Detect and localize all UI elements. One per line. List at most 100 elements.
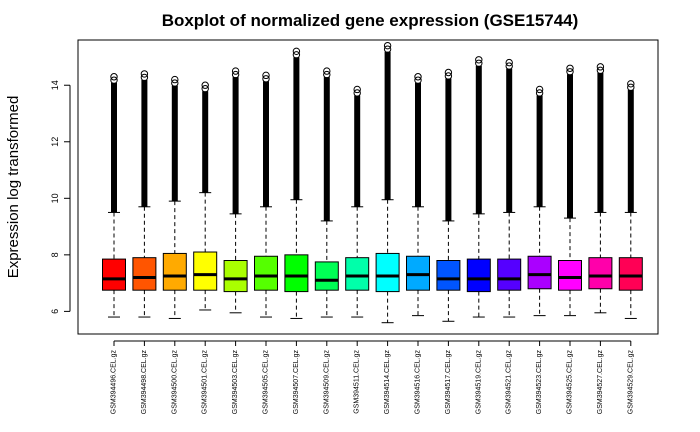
- outlier-point: [140, 70, 149, 78]
- box-body: [436, 260, 461, 291]
- outlier-point: [201, 81, 209, 89]
- outlier-point: [505, 58, 513, 67]
- box-GSM394527.CEL.gz: [588, 63, 613, 314]
- box-body: [527, 255, 552, 290]
- x-tick-label: GSM394501.CEL.gz: [202, 350, 209, 415]
- box-body: [375, 252, 400, 293]
- box-body: [466, 258, 491, 293]
- outlier-point: [414, 76, 422, 84]
- box-GSM394503.CEL.gz: [223, 67, 248, 314]
- box-GSM394516.CEL.gz: [406, 73, 430, 317]
- boxes-group: [102, 41, 643, 324]
- x-tick-label: GSM394498.CEL.gz: [141, 350, 148, 415]
- outlier-point: [444, 72, 453, 80]
- x-tick-label: GSM394521.CEL.gz: [506, 350, 513, 415]
- outlier-point: [627, 80, 635, 88]
- box-body: [497, 258, 522, 291]
- outlier-point: [231, 67, 240, 75]
- y-axis: 6 8 10 12 14: [50, 80, 71, 314]
- chart-title: Boxplot of normalized gene expression (G…: [162, 11, 579, 30]
- outlier-point: [292, 47, 301, 56]
- outlier-point: [201, 85, 209, 93]
- outlier-point: [171, 79, 179, 87]
- outlier-point: [353, 85, 361, 94]
- x-tick-label: GSM394527.CEL.gz: [597, 350, 604, 415]
- y-tick-label: 6: [50, 309, 60, 314]
- x-tick-label: GSM394516.CEL.gz: [415, 350, 422, 415]
- x-tick-label: GSM394503.CEL.gz: [232, 350, 239, 415]
- box-body: [162, 252, 187, 291]
- x-axis: GSM394496.CEL.gz GSM394498.CEL.gz GSM39450…: [111, 340, 634, 415]
- x-tick-label: GSM394519.CEL.gz: [475, 350, 482, 415]
- box-GSM394525.CEL.gz: [558, 64, 582, 317]
- box-GSM394498.CEL.gz: [132, 70, 157, 318]
- outlier-point: [231, 70, 240, 79]
- outlier-point: [262, 75, 270, 83]
- box-body: [102, 258, 126, 291]
- outlier-point: [444, 68, 453, 77]
- outlier-point: [566, 68, 574, 76]
- outlier-point: [383, 41, 392, 50]
- x-tick-label: GSM394507.CEL.gz: [293, 350, 300, 415]
- outlier-point: [627, 83, 635, 92]
- box-body: [314, 261, 339, 291]
- x-tick-label: GSM394500.CEL.gz: [171, 350, 178, 415]
- box-GSM394523.CEL.gz: [527, 85, 552, 317]
- outlier-point: [323, 70, 331, 79]
- plot-frame: [77, 39, 659, 335]
- outlier-point: [353, 89, 361, 97]
- box-GSM394529.CEL.gz: [618, 80, 643, 319]
- box-body: [132, 257, 157, 291]
- box-body: [223, 260, 248, 293]
- box-GSM394519.CEL.gz: [466, 56, 491, 318]
- x-tick-label: GSM394511.CEL.gz: [354, 350, 361, 414]
- outlier-point: [535, 89, 544, 97]
- outlier-point: [596, 63, 605, 71]
- outlier-point: [535, 85, 544, 94]
- outlier-point: [110, 76, 118, 84]
- outlier-point: [505, 62, 513, 70]
- outlier-point: [171, 75, 179, 84]
- y-tick-label: 10: [50, 193, 60, 203]
- box-GSM394514.CEL.gz: [375, 41, 400, 324]
- box-GSM394509.CEL.gz: [314, 67, 339, 318]
- x-tick-label: GSM394529.CEL.gz: [627, 350, 634, 415]
- outlier-point: [596, 66, 605, 75]
- x-tick-label: GSM394505.CEL.gz: [263, 350, 270, 415]
- box-body: [284, 254, 309, 293]
- x-tick-label: GSM394509.CEL.gz: [323, 350, 330, 415]
- box-GSM394505.CEL.gz: [254, 71, 278, 318]
- box-GSM394496.CEL.gz: [102, 73, 126, 318]
- box-GSM394511.CEL.gz: [345, 85, 370, 318]
- y-tick-label: 12: [50, 137, 60, 147]
- box-body: [558, 260, 582, 291]
- outlier-point: [292, 51, 301, 59]
- x-tick-label: GSM394525.CEL.gz: [567, 350, 574, 415]
- outlier-point: [323, 67, 331, 75]
- y-tick-label: 8: [50, 252, 60, 257]
- outlier-point: [475, 59, 483, 67]
- box-GSM394507.CEL.gz: [284, 47, 309, 319]
- outlier-point: [140, 73, 149, 82]
- y-tick-label: 14: [50, 80, 60, 90]
- x-tick-label: GSM394496.CEL.gz: [111, 350, 118, 415]
- outlier-point: [383, 45, 392, 53]
- outlier-point: [566, 64, 574, 72]
- box-GSM394501.CEL.gz: [193, 81, 218, 311]
- outlier-point: [110, 73, 118, 81]
- box-body: [588, 257, 613, 290]
- x-tick-label: GSM394514.CEL.gz: [384, 350, 391, 415]
- x-tick-label: GSM394523.CEL.gz: [536, 350, 543, 415]
- outlier-point: [262, 71, 270, 80]
- outlier-point: [475, 56, 483, 64]
- box-GSM394500.CEL.gz: [162, 75, 187, 319]
- box-body: [345, 257, 370, 291]
- y-axis-label: Expression log transformed: [5, 96, 22, 279]
- box-body: [254, 255, 278, 291]
- x-tick-label: GSM394517.CEL.gz: [445, 350, 452, 415]
- box-body: [618, 257, 643, 291]
- box-GSM394521.CEL.gz: [497, 58, 522, 318]
- outlier-point: [414, 73, 422, 81]
- box-body: [193, 251, 218, 291]
